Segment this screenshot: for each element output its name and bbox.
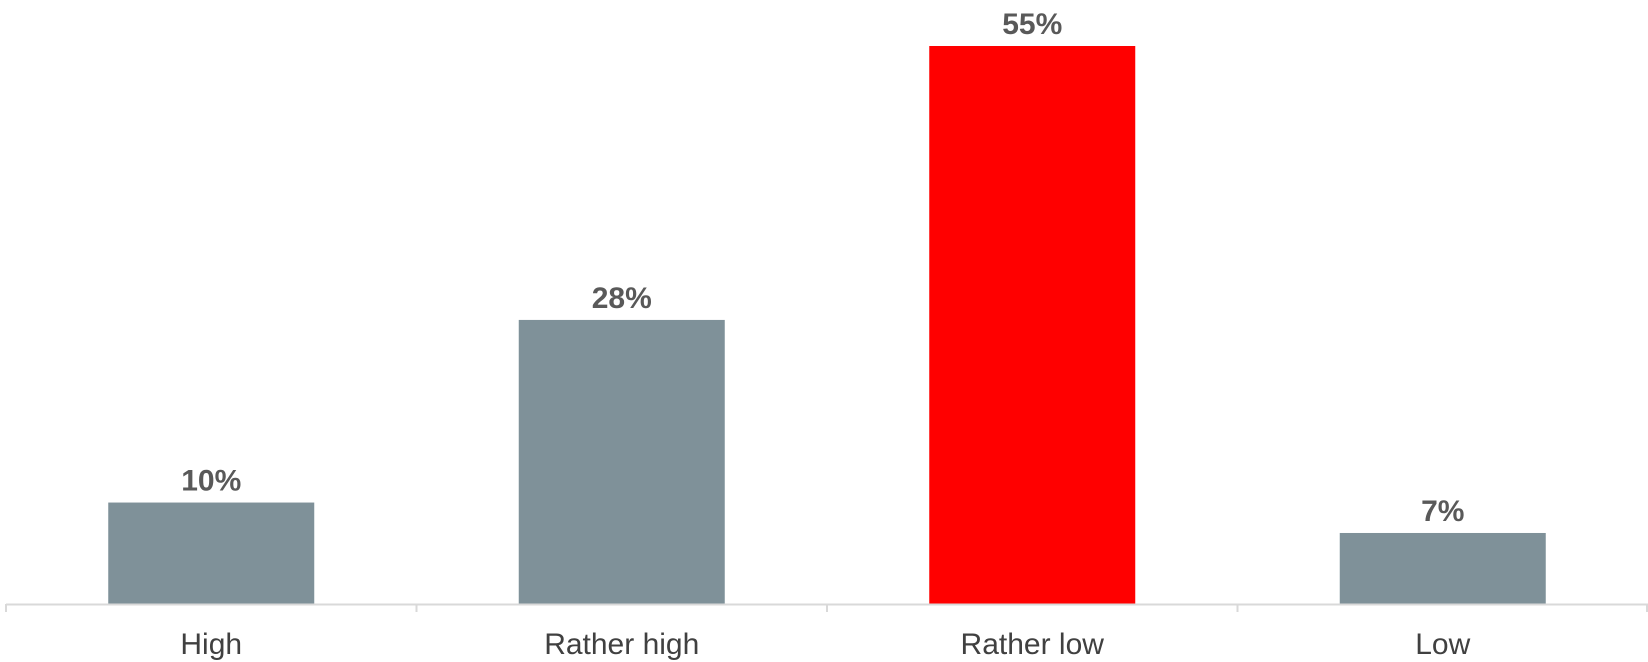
value-label-high: 10% <box>181 465 241 498</box>
bar-rather-high <box>518 319 725 604</box>
category-labels-group: High Rather high Rather low Low <box>180 628 1470 661</box>
value-label-rather-low: 55% <box>1002 8 1062 41</box>
value-label-rather-high: 28% <box>592 282 652 315</box>
x-axis <box>5 603 1648 612</box>
bar-high <box>108 502 315 604</box>
value-label-low: 7% <box>1421 495 1464 528</box>
category-label-rather-high: Rather high <box>544 628 699 661</box>
bar-rather-low <box>929 46 1136 604</box>
category-label-rather-low: Rather low <box>961 628 1105 661</box>
category-label-low: Low <box>1415 628 1470 661</box>
bar-low <box>1339 532 1546 604</box>
bars-group <box>108 46 1546 604</box>
value-labels-group: 10% 28% 55% 7% <box>181 8 1464 528</box>
category-label-high: High <box>180 628 242 661</box>
